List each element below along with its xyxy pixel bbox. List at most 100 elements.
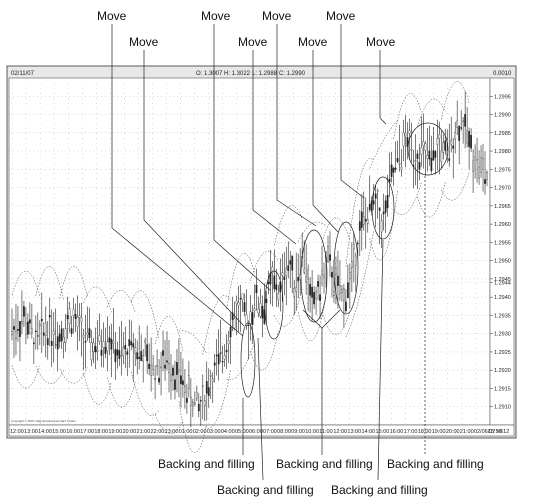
x-tick-label: 09:00 <box>291 429 305 435</box>
price-bar-body <box>21 321 23 324</box>
channel-arc <box>131 371 160 416</box>
x-tick-label: 18:00 <box>94 429 108 435</box>
price-bar-body <box>106 341 109 352</box>
price-bar-body <box>345 301 347 312</box>
price-bar-body <box>162 350 164 356</box>
x-tick-label: 04:00 <box>221 429 235 435</box>
move-label-5: Move <box>262 9 292 23</box>
price-bar-body <box>207 387 210 396</box>
price-bar-body <box>60 328 63 341</box>
price-bar-body <box>323 274 325 278</box>
price-bar-body <box>428 150 431 160</box>
channel-arc <box>250 250 279 282</box>
x-tick-label: 13:00 <box>347 429 361 435</box>
price-bar-body <box>382 211 385 215</box>
price-bar-body <box>444 140 447 151</box>
price-bar-body <box>458 125 461 141</box>
price-bar-body <box>263 309 266 324</box>
price-bar-body <box>372 200 375 205</box>
price-bar-body <box>25 323 27 335</box>
x-tick-label: 16:00 <box>390 429 404 435</box>
x-tick-label: 05:00 <box>235 429 249 435</box>
price-bar-body <box>247 324 250 327</box>
price-bar-body <box>215 354 218 357</box>
price-bar-body <box>482 158 484 170</box>
price-bar-body <box>277 293 280 300</box>
price-bar-body <box>245 314 248 326</box>
price-bar-body <box>400 166 403 170</box>
price-bar-body <box>146 344 149 362</box>
price-bar-body <box>174 379 176 390</box>
price-bar-body <box>476 159 478 161</box>
x-tick-label: 07:00 <box>263 429 277 435</box>
price-bar-body <box>233 318 236 329</box>
price-bar-body <box>243 302 246 312</box>
channel-arc <box>369 190 398 261</box>
price-bar-body <box>205 381 208 394</box>
price-bar-body <box>311 286 313 298</box>
price-bar-body <box>303 268 306 273</box>
price-bar-body <box>92 342 95 352</box>
price-bar-body <box>374 193 377 199</box>
channel-arc <box>274 205 303 246</box>
price-bar-body <box>114 349 117 363</box>
price-bar-body <box>430 157 433 172</box>
price-bar-body <box>223 355 226 360</box>
price-bar-body <box>309 283 311 296</box>
price-bar-body <box>156 365 158 368</box>
price-bars <box>11 91 488 428</box>
x-tick-label: 16:00 <box>66 429 80 435</box>
price-bar-body <box>221 361 224 363</box>
price-bar-body <box>313 292 315 305</box>
x-tick-label: 02:00 <box>193 429 207 435</box>
consolidation-ellipse-2 <box>264 270 284 340</box>
price-bar-body <box>154 378 156 380</box>
header-high: H: 1.3022 <box>224 71 251 77</box>
price-bar-body <box>420 147 423 155</box>
price-bar-body <box>275 284 278 291</box>
price-bar-body <box>209 375 212 377</box>
move-label-6: Move <box>298 35 328 49</box>
price-bar-body <box>217 353 220 365</box>
price-bar-body <box>265 298 268 303</box>
price-bar-body <box>285 268 288 277</box>
price-bar-body <box>86 332 89 335</box>
consolidation-ellipse-4 <box>333 221 359 315</box>
price-bar-body <box>259 302 262 317</box>
price-bar-body <box>82 335 85 338</box>
price-bar-body <box>380 220 383 233</box>
x-tick-label: 03:00 <box>207 429 221 435</box>
price-bar-body <box>140 351 143 362</box>
price-bar-body <box>456 120 459 128</box>
price-bar-body <box>138 356 141 359</box>
price-bar-body <box>368 203 371 210</box>
channel-arc <box>107 377 136 408</box>
x-tick-label: 20:00 <box>122 429 136 435</box>
price-bar-body <box>438 134 441 140</box>
price-bar-body <box>197 403 200 412</box>
price-bar-body <box>58 333 61 342</box>
price-bar-body <box>116 349 119 356</box>
price-bar-body <box>460 127 463 129</box>
price-bar-body <box>126 351 129 355</box>
channel-arc <box>441 172 470 201</box>
channel-arc <box>131 290 160 340</box>
price-bar-body <box>199 400 202 402</box>
x-tick-label: 14:00 <box>38 429 52 435</box>
price-bar-body <box>38 324 41 327</box>
y-tick-label: 1.2985 <box>494 131 511 137</box>
price-bar-body <box>118 350 121 359</box>
price-bar-body <box>164 364 166 369</box>
price-bar-body <box>267 281 270 285</box>
price-bar-body <box>30 328 33 334</box>
price-bar-body <box>72 308 75 316</box>
channel-bands <box>11 81 470 453</box>
price-bar-body <box>203 400 206 406</box>
price-bar-body <box>29 319 31 324</box>
header-close: C: 1.2990 <box>279 71 306 77</box>
price-bar-body <box>225 349 228 353</box>
y-tick-label: 1.2950 <box>494 259 511 265</box>
price-bar-body <box>450 140 453 145</box>
price-bar-body <box>27 321 29 335</box>
price-bar-body <box>350 261 353 268</box>
